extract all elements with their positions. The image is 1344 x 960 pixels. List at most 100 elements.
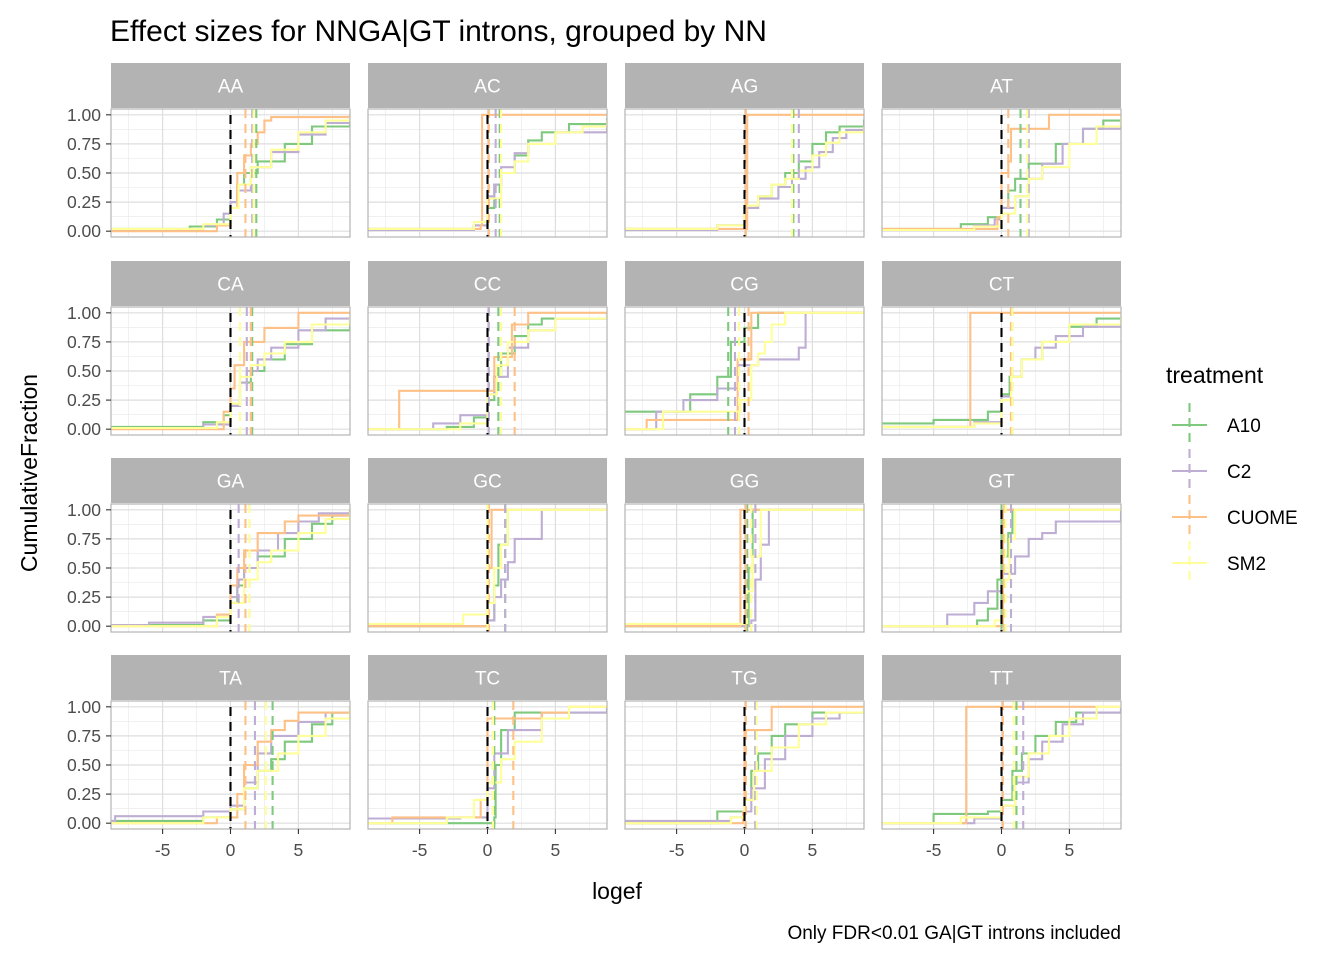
facet-strip	[882, 655, 1121, 700]
facet-label: AG	[731, 77, 758, 98]
facet-panels: AA 0.00 0.25 0.50 0.75 1.00 AC AG AT CA 0.00 0.25 0.…	[67, 63, 1122, 860]
ecdf-line-sm2	[368, 508, 607, 625]
ecdf-line-c2	[368, 508, 607, 628]
panel-plot-area	[882, 701, 1121, 829]
facet-label: CC	[474, 275, 501, 296]
facet-panel-tc: TC -5 0 5	[367, 655, 608, 860]
facet-strip	[111, 63, 350, 108]
facet-panel-ct: CT	[881, 261, 1122, 436]
ecdf-line-cuome	[111, 311, 350, 431]
panel-plot-area	[111, 701, 350, 829]
facet-panel-ag: AG	[624, 63, 865, 238]
y-tick-label: 0.50	[67, 361, 101, 381]
legend-title: treatment	[1166, 362, 1264, 388]
facet-label: AA	[218, 77, 244, 98]
panel-plot-area	[625, 701, 864, 829]
y-tick-label: 0.50	[67, 558, 101, 578]
x-tick-label: -5	[155, 840, 171, 860]
panel-border	[624, 108, 865, 238]
y-axis-title: CumulativeFraction	[16, 374, 42, 572]
facet-panel-tg: TG -5 0 5	[624, 655, 865, 860]
panel-border	[367, 306, 608, 436]
panel-plot-area	[368, 504, 607, 632]
ecdf-line-cuome	[111, 509, 350, 628]
y-tick-label: 1.00	[67, 105, 101, 125]
facet-label: TA	[219, 669, 242, 690]
facet-strip	[368, 63, 607, 108]
ecdf-line-sm2	[111, 316, 350, 430]
y-tick-label: 0.50	[67, 755, 101, 775]
legend-entry-sm2: SM2	[1172, 541, 1266, 585]
x-tick-label: 0	[997, 840, 1007, 860]
facet-label: AC	[474, 77, 500, 98]
ecdf-line-a10	[625, 311, 864, 413]
ecdf-line-c2	[882, 509, 1121, 628]
x-tick-label: 0	[740, 840, 750, 860]
ecdf-line-sm2	[625, 126, 864, 230]
facet-panel-ca: CA 0.00 0.25 0.50 0.75 1.00	[67, 261, 351, 439]
y-tick-label: 0.50	[67, 163, 101, 183]
ecdf-line-sm2	[625, 706, 864, 825]
facet-panel-cg: CG	[624, 261, 865, 436]
ecdf-line-cuome	[625, 311, 864, 431]
y-tick-label: 0.75	[67, 134, 101, 154]
panel-plot-area	[111, 109, 350, 237]
facet-label: CA	[217, 275, 244, 296]
panel-border	[881, 503, 1122, 633]
y-tick-label: 0.75	[67, 332, 101, 352]
panel-plot-area	[882, 307, 1121, 435]
x-tick-label: 0	[483, 840, 493, 860]
x-axis-title: logef	[592, 878, 642, 904]
panel-border	[881, 108, 1122, 238]
panel-plot-area	[111, 307, 350, 435]
x-tick-label: -5	[926, 840, 942, 860]
facet-strip	[882, 458, 1121, 503]
facet-panel-ga: GA 0.00 0.25 0.50 0.75 1.00	[67, 458, 351, 636]
x-tick-label: 5	[1065, 840, 1075, 860]
y-tick-label: 0.25	[67, 587, 101, 607]
y-tick-label: 1.00	[67, 500, 101, 520]
legend-entry-a10: A10	[1172, 403, 1261, 447]
facet-label: TC	[475, 669, 500, 690]
facet-label: AT	[990, 77, 1013, 98]
facet-panel-aa: AA 0.00 0.25 0.50 0.75 1.00	[67, 63, 351, 241]
ecdf-line-sm2	[882, 117, 1121, 232]
ecdf-line-c2	[625, 508, 864, 628]
facet-label: GG	[730, 472, 760, 493]
y-tick-label: 1.00	[67, 303, 101, 323]
chart-caption: Only FDR<0.01 GA|GT introns included	[787, 923, 1121, 944]
facet-label: GA	[217, 472, 245, 493]
panel-border	[624, 503, 865, 633]
facet-strip	[111, 261, 350, 306]
facet-strip	[368, 655, 607, 700]
y-tick-label: 0.25	[67, 784, 101, 804]
facet-panel-at: AT	[881, 63, 1122, 238]
ecdf-line-a10	[882, 706, 1121, 825]
ecdf-line-sm2	[111, 706, 350, 825]
legend: treatment A10 C2 CUOME SM2	[1166, 362, 1298, 585]
facet-strip	[625, 655, 864, 700]
panel-border	[367, 503, 608, 633]
facet-label: GC	[473, 472, 502, 493]
ecdf-line-sm2	[111, 117, 350, 230]
x-tick-label: 0	[226, 840, 236, 860]
panel-border	[367, 108, 608, 238]
panel-plot-area	[368, 701, 607, 829]
y-tick-label: 0.25	[67, 390, 101, 410]
facet-panel-gc: GC	[367, 458, 608, 633]
ecdf-line-sm2	[625, 311, 864, 431]
ecdf-line-sm2	[368, 705, 607, 825]
x-tick-label: -5	[412, 840, 428, 860]
ecdf-line-a10	[882, 508, 1121, 628]
facet-strip	[625, 458, 864, 503]
facet-label: CG	[730, 275, 759, 296]
panel-plot-area	[368, 307, 607, 435]
legend-label: A10	[1227, 416, 1261, 437]
ecdf-line-sm2	[368, 119, 607, 230]
y-tick-label: 0.00	[67, 419, 101, 439]
ecdf-line-sm2	[368, 314, 607, 431]
panel-plot-area	[625, 504, 864, 632]
ecdf-line-sm2	[625, 508, 864, 625]
ecdf-line-sm2	[882, 316, 1121, 428]
panel-border	[881, 306, 1122, 436]
